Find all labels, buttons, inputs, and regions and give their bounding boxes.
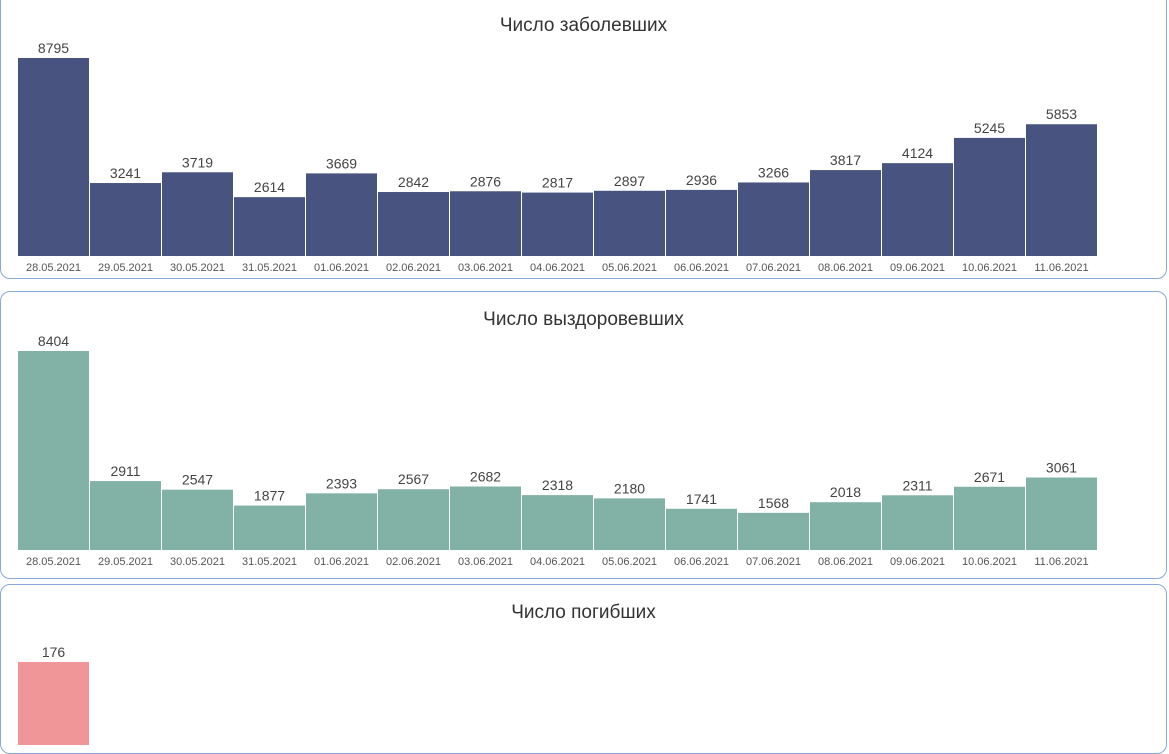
x-tick-label: 01.06.2021: [314, 262, 369, 274]
bar-value-label: 2936: [686, 172, 717, 188]
bar: [378, 489, 449, 550]
bar-value-label: 3241: [110, 165, 141, 181]
x-tick-label: 11.06.2021: [1034, 556, 1088, 568]
x-tick-label: 28.05.2021: [26, 556, 81, 568]
bar: [522, 495, 593, 550]
bar: [594, 190, 665, 256]
bar: [450, 191, 521, 256]
bar-value-label: 2817: [542, 175, 573, 191]
bar: [234, 505, 305, 550]
bar-value-label: 176: [42, 644, 66, 660]
bar-value-label: 3266: [758, 164, 789, 180]
bar: [306, 493, 377, 550]
bar: [594, 498, 665, 550]
chart-title: Число выздоровевших: [483, 309, 684, 330]
bar: [306, 173, 377, 256]
bar: [738, 182, 809, 256]
bar: [810, 170, 881, 256]
bar-value-label: 3719: [182, 154, 213, 170]
bar-value-label: 2671: [974, 469, 1005, 485]
x-tick-label: 04.06.2021: [530, 556, 585, 568]
bar-value-label: 2018: [830, 484, 861, 500]
chart-title: Число заболевших: [499, 15, 668, 36]
bar-value-label: 8795: [38, 40, 69, 56]
x-tick-label: 06.06.2021: [674, 262, 729, 274]
x-tick-label: 09.06.2021: [890, 262, 945, 274]
x-tick-label: 31.05.2021: [242, 556, 297, 568]
bar: [666, 508, 737, 550]
bar-value-label: 2180: [614, 480, 645, 496]
x-tick-label: 29.05.2021: [98, 556, 153, 568]
bar-value-label: 2311: [902, 477, 932, 493]
x-tick-label: 03.06.2021: [458, 262, 513, 274]
bar: [738, 512, 809, 550]
bar: [882, 163, 953, 256]
bar-value-label: 2614: [254, 179, 285, 195]
x-tick-label: 30.05.2021: [170, 556, 225, 568]
bar: [18, 351, 89, 550]
x-tick-label: 29.05.2021: [98, 262, 153, 274]
x-tick-label: 30.05.2021: [170, 262, 225, 274]
bar-value-label: 2897: [614, 173, 645, 189]
x-tick-label: 08.06.2021: [818, 556, 873, 568]
bar-chart-cases: 8795 28.05.2021 3241 29.05.2021 3719 30.05.20…: [18, 40, 1097, 274]
bar-chart-recovered: 8404 28.05.2021 2911 29.05.2021 2547 30.05.20…: [18, 333, 1097, 568]
bar: [810, 502, 881, 550]
x-tick-label: 07.06.2021: [746, 556, 801, 568]
bar-value-label: 1741: [686, 491, 717, 507]
bar-value-label: 2318: [542, 477, 573, 493]
x-tick-label: 05.06.2021: [602, 262, 657, 274]
bar: [666, 189, 737, 256]
x-tick-label: 11.06.2021: [1034, 262, 1088, 274]
bar: [18, 58, 89, 256]
bar-value-label: 3061: [1046, 460, 1077, 476]
x-tick-label: 05.06.2021: [602, 556, 657, 568]
bar-value-label: 1877: [254, 488, 285, 504]
bar: [18, 662, 89, 745]
x-tick-label: 10.06.2021: [962, 556, 1017, 568]
x-tick-label: 10.06.2021: [962, 262, 1017, 274]
x-tick-label: 04.06.2021: [530, 262, 585, 274]
x-tick-label: 03.06.2021: [458, 556, 513, 568]
bar: [1026, 124, 1097, 256]
bar: [954, 137, 1025, 256]
bar-value-label: 8404: [38, 333, 69, 349]
x-tick-label: 28.05.2021: [26, 262, 81, 274]
x-tick-label: 02.06.2021: [386, 556, 441, 568]
bar-value-label: 2842: [398, 174, 429, 190]
bar-value-label: 5853: [1046, 106, 1077, 122]
x-tick-label: 09.06.2021: [890, 556, 945, 568]
chart-title: Число погибших: [511, 602, 656, 623]
bar-value-label: 2682: [470, 468, 501, 484]
bar: [450, 486, 521, 550]
bar-value-label: 2567: [398, 471, 429, 487]
bar: [162, 172, 233, 256]
x-tick-label: 31.05.2021: [242, 262, 297, 274]
bar-value-label: 1568: [758, 495, 789, 511]
bar-value-label: 3669: [326, 155, 357, 171]
bar: [522, 192, 593, 256]
x-tick-label: 06.06.2021: [674, 556, 729, 568]
bar: [234, 197, 305, 256]
bar: [90, 481, 161, 550]
bar-value-label: 2876: [470, 173, 501, 189]
x-tick-label: 07.06.2021: [746, 262, 801, 274]
bar-value-label: 4124: [902, 145, 933, 161]
x-tick-label: 01.06.2021: [314, 556, 369, 568]
bar: [90, 183, 161, 256]
bar: [1026, 477, 1097, 550]
x-tick-label: 08.06.2021: [818, 262, 873, 274]
bar-value-label: 2393: [326, 475, 357, 491]
bar-value-label: 3817: [830, 152, 861, 168]
bar-value-label: 5245: [974, 120, 1005, 136]
bar-value-label: 2547: [182, 472, 213, 488]
bar: [378, 192, 449, 256]
bar: [954, 486, 1025, 550]
chart-panel-cases: Число заболевших 8795 28.05.2021 3241 29.05…: [0, 0, 1167, 279]
bar: [162, 489, 233, 550]
bar-value-label: 2911: [110, 463, 140, 479]
bar: [882, 495, 953, 550]
x-tick-label: 02.06.2021: [386, 262, 441, 274]
chart-panel-recovered: Число выздоровевших 8404 28.05.2021 2911 29…: [0, 291, 1167, 579]
